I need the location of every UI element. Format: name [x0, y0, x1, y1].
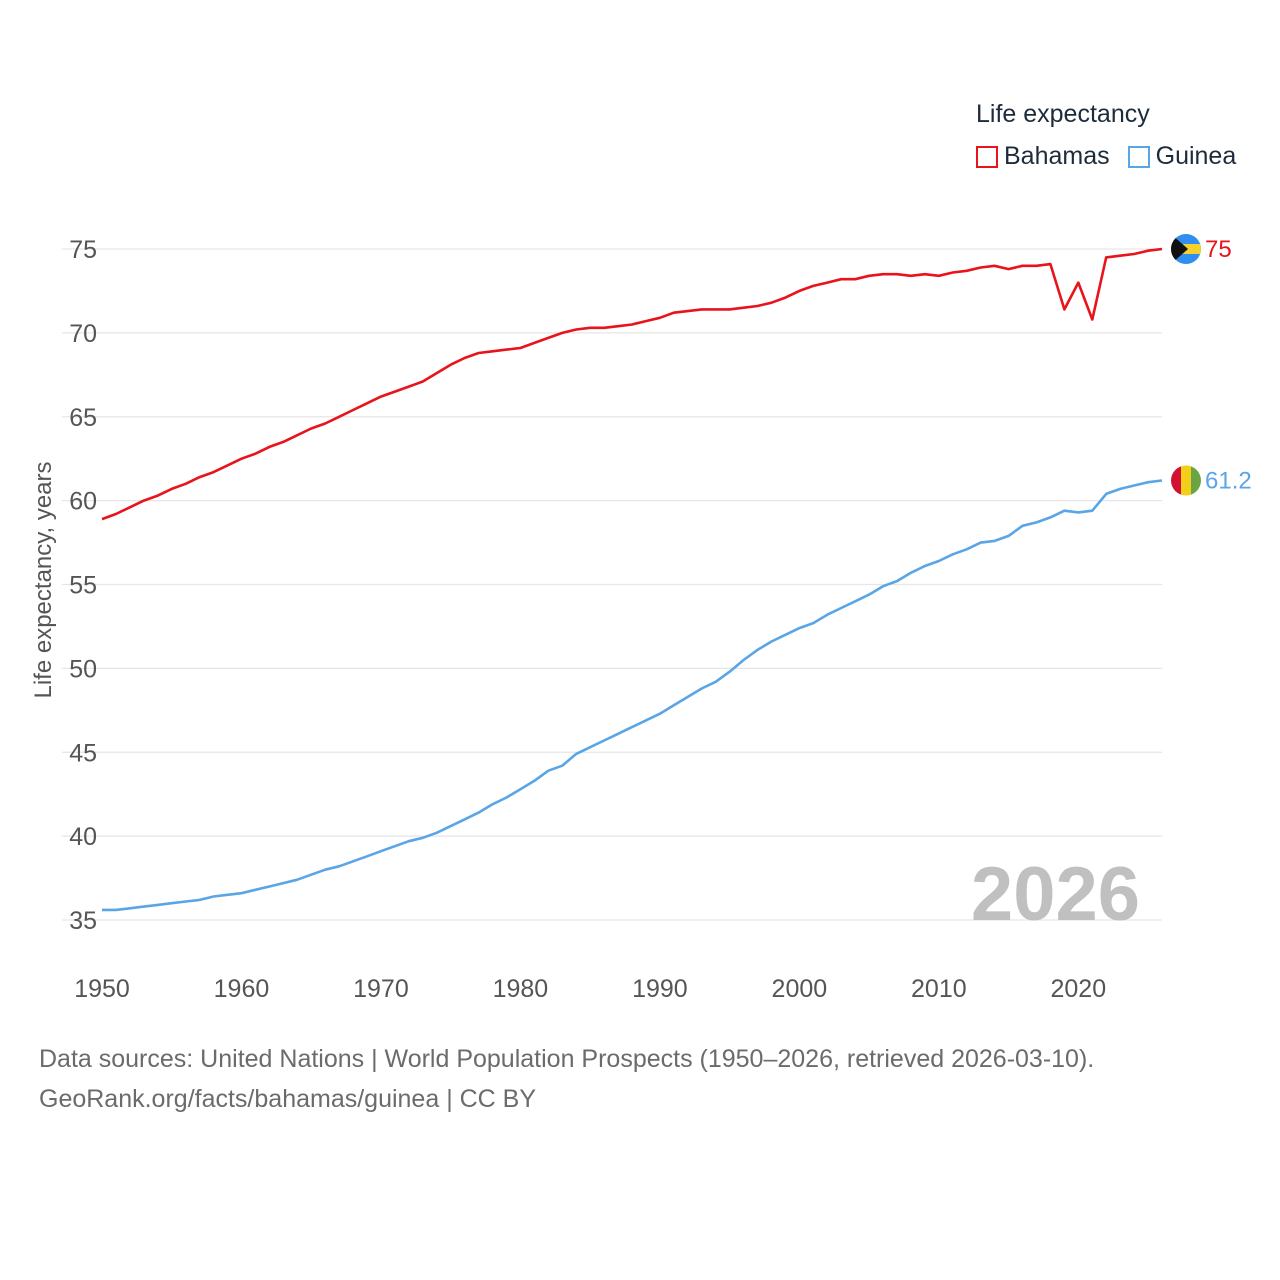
- x-tick-label: 1960: [214, 975, 270, 1003]
- x-tick-label: 2020: [1051, 975, 1107, 1003]
- series-end-markers: 75 61.2: [1171, 234, 1252, 496]
- x-tick-label: 1950: [74, 975, 130, 1003]
- y-axis-label: Life expectancy, years: [30, 461, 57, 698]
- x-tick-label: 1990: [632, 975, 688, 1003]
- legend-swatch-guinea: [1127, 145, 1150, 168]
- y-axis-ticks: 35 40 45 50 55 60 65 70 75: [69, 236, 97, 935]
- data-series: [101, 247, 1163, 912]
- y-tick-label: 75: [69, 236, 97, 264]
- series-line-bahamas: [101, 247, 1163, 521]
- x-tick-label: 2000: [772, 975, 828, 1003]
- y-tick-label: 55: [69, 572, 97, 600]
- bahamas-flag-icon: [1171, 234, 1201, 264]
- y-tick-label: 35: [69, 907, 97, 935]
- legend-label-guinea: Guinea: [1155, 142, 1237, 170]
- legend: Bahamas Guinea: [976, 142, 1254, 171]
- x-axis-ticks: 1950 1960 1970 1980 1990 2000 2010 2020: [74, 975, 1106, 1003]
- legend-item-guinea[interactable]: Guinea: [1127, 142, 1237, 171]
- footer-sources: Data sources: United Nations | World Pop…: [39, 1045, 1095, 1073]
- series-line-guinea: [102, 479, 1163, 912]
- legend-title: Life expectancy: [976, 100, 1150, 128]
- y-tick-label: 50: [69, 655, 97, 683]
- legend-swatch-bahamas: [976, 145, 998, 168]
- y-tick-label: 40: [69, 823, 97, 851]
- x-tick-label: 2010: [911, 975, 967, 1003]
- end-value-label-bahamas: 75: [1205, 236, 1232, 263]
- year-watermark: 2026: [971, 852, 1140, 937]
- footer-attribution[interactable]: GeoRank.org/facts/bahamas/guinea | CC BY: [39, 1085, 537, 1113]
- y-tick-label: 70: [69, 320, 97, 348]
- y-tick-label: 60: [69, 488, 97, 516]
- legend-label-bahamas: Bahamas: [1004, 142, 1110, 170]
- legend-item-bahamas[interactable]: Bahamas: [976, 142, 1110, 171]
- x-tick-label: 1970: [353, 975, 409, 1003]
- guinea-flag-icon: [1171, 465, 1201, 496]
- x-tick-label: 1980: [493, 975, 549, 1003]
- y-tick-label: 45: [69, 739, 97, 767]
- gridlines: [62, 248, 1162, 921]
- end-value-label-guinea: 61.2: [1205, 467, 1252, 494]
- y-tick-label: 65: [69, 404, 97, 432]
